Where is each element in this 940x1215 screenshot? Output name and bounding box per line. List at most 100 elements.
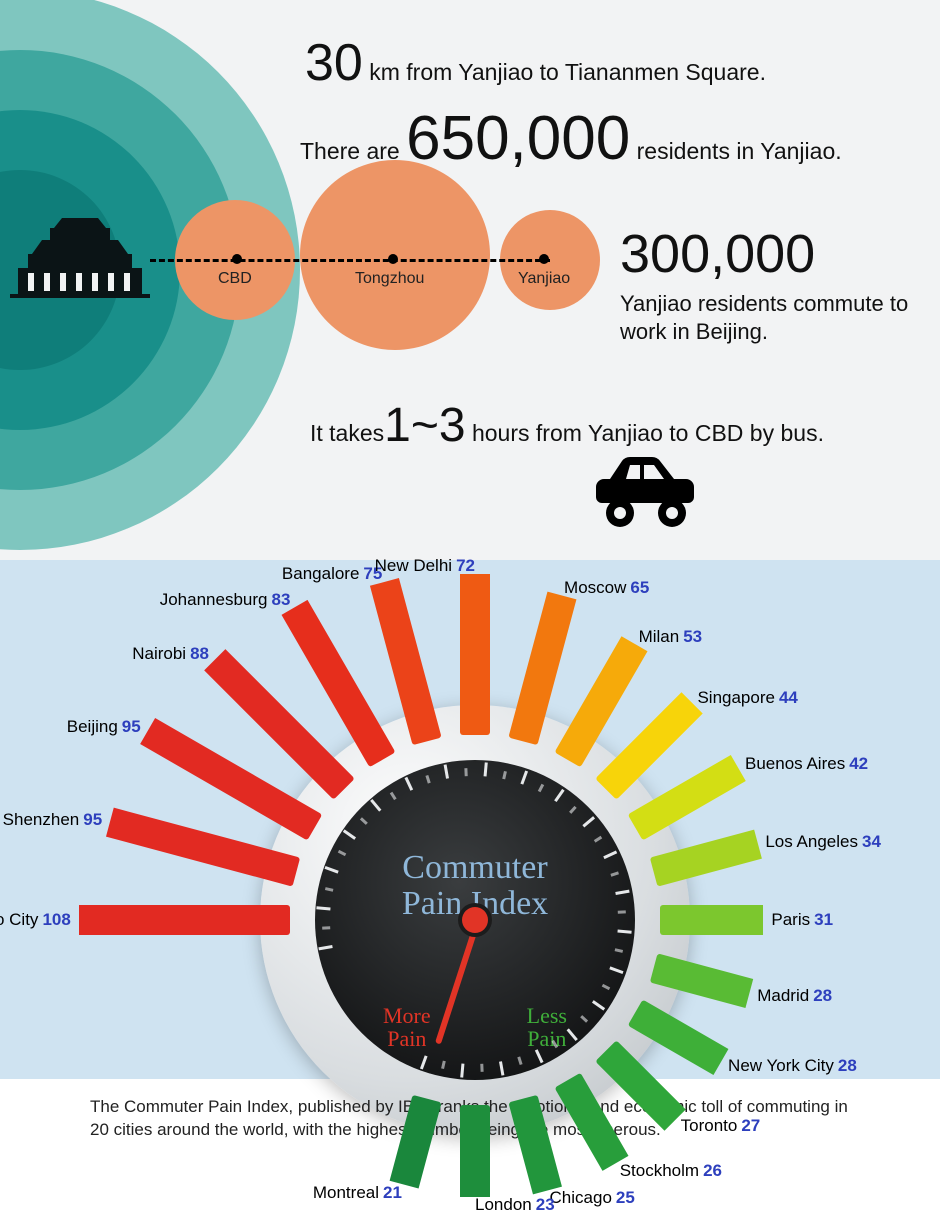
city-score: 53 bbox=[683, 627, 702, 646]
city-name: Moscow bbox=[564, 578, 626, 597]
route-dot-tongzhou bbox=[388, 254, 398, 264]
city-label: Beijing95 bbox=[67, 717, 141, 737]
city-score: 83 bbox=[271, 590, 290, 609]
gauge-tick bbox=[602, 984, 610, 990]
city-label: New York City28 bbox=[728, 1056, 857, 1076]
city-name: Beijing bbox=[67, 717, 118, 736]
city-name: Shenzhen bbox=[3, 810, 80, 829]
city-score: 108 bbox=[42, 910, 70, 929]
stat-travel-pre: It takes bbox=[310, 420, 384, 446]
city-name: New York City bbox=[728, 1056, 834, 1075]
city-name: Paris bbox=[771, 910, 810, 929]
stat-residents-value: 650,000 bbox=[406, 104, 630, 173]
city-name: Buenos Aires bbox=[745, 754, 845, 773]
gauge-tick bbox=[460, 1063, 464, 1077]
gauge-tick bbox=[538, 784, 544, 792]
commuter-pain-gauge: Commuter Pain Index MorePain LessPain Th… bbox=[0, 560, 940, 1164]
city-name: London bbox=[475, 1195, 532, 1214]
gauge-tick bbox=[420, 1055, 428, 1069]
more-pain-label: MorePain bbox=[383, 1004, 431, 1050]
gauge-tick bbox=[480, 1064, 483, 1072]
stat-distance-value: 30 bbox=[305, 34, 363, 92]
city-name: Bangalore bbox=[282, 564, 360, 583]
city-score: 95 bbox=[83, 810, 102, 829]
stat-commuters: 300,000 Yanjiao residents commute to wor… bbox=[620, 225, 940, 345]
city-label: Montreal21 bbox=[313, 1183, 402, 1203]
city-name: Nairobi bbox=[132, 644, 186, 663]
city-name: Singapore bbox=[697, 688, 775, 707]
city-score: 95 bbox=[122, 717, 141, 736]
gauge-tick bbox=[441, 1061, 446, 1069]
city-label: Shenzhen95 bbox=[3, 810, 103, 830]
stat-distance: 30 km from Yanjiao to Tiananmen Square. bbox=[305, 35, 766, 92]
stat-residents: There are 650,000 residents in Yanjiao. bbox=[300, 105, 842, 173]
stat-residents-pre: There are bbox=[300, 138, 406, 164]
city-score: 72 bbox=[456, 556, 475, 575]
city-name: Madrid bbox=[757, 986, 809, 1005]
city-score: 42 bbox=[849, 754, 868, 773]
city-name: New Delhi bbox=[375, 556, 452, 575]
stat-travel-text: hours from Yanjiao to CBD by bus. bbox=[466, 420, 824, 446]
gauge-tick bbox=[567, 1028, 578, 1041]
node-label-cbd: CBD bbox=[218, 270, 252, 288]
city-name: Chicago bbox=[550, 1188, 612, 1207]
node-label-yanjiao: Yanjiao bbox=[518, 270, 570, 288]
city-label: New Delhi72 bbox=[375, 556, 475, 576]
city-score: 88 bbox=[190, 644, 209, 663]
city-label: Paris31 bbox=[771, 910, 833, 930]
gauge-tick bbox=[617, 930, 631, 934]
stat-travel-time: It takes1~3 hours from Yanjiao to CBD by… bbox=[310, 400, 824, 453]
route-line bbox=[150, 259, 550, 262]
city-label: Nairobi88 bbox=[132, 644, 209, 664]
city-name: Mexico City bbox=[0, 910, 38, 929]
stat-distance-text: km from Yanjiao to Tiananmen Square. bbox=[363, 59, 766, 85]
city-label: Toronto27 bbox=[681, 1116, 761, 1136]
gauge-tick bbox=[517, 1056, 522, 1065]
gauge-tick bbox=[609, 966, 623, 974]
gauge-tick bbox=[554, 789, 564, 802]
gauge-tick bbox=[594, 836, 602, 843]
stat-commuters-value: 300,000 bbox=[620, 225, 940, 284]
city-name: Montreal bbox=[313, 1183, 379, 1202]
gauge-tick bbox=[535, 1049, 544, 1063]
city-score: 28 bbox=[838, 1056, 857, 1075]
city-label: Singapore44 bbox=[697, 688, 797, 708]
stat-commuters-text: Yanjiao residents commute to work in Bei… bbox=[620, 290, 940, 345]
route-dot-yanjiao bbox=[539, 254, 549, 264]
city-label: Milan53 bbox=[639, 627, 703, 647]
city-name: Stockholm bbox=[620, 1161, 699, 1180]
city-label: Chicago25 bbox=[550, 1188, 635, 1208]
city-label: London23 bbox=[475, 1195, 555, 1215]
node-label-tongzhou: Tongzhou bbox=[355, 270, 424, 288]
city-label: Mexico City108 bbox=[0, 910, 71, 930]
gauge-tick bbox=[582, 816, 595, 827]
gauge-tick bbox=[615, 948, 623, 953]
city-label: Johannesburg83 bbox=[160, 590, 291, 610]
city-score: 23 bbox=[536, 1195, 555, 1214]
route-dot-cbd bbox=[232, 254, 242, 264]
gauge-tick bbox=[520, 771, 528, 785]
city-score: 21 bbox=[383, 1183, 402, 1202]
city-score: 26 bbox=[703, 1161, 722, 1180]
city-name: Toronto bbox=[681, 1116, 738, 1135]
city-score: 25 bbox=[616, 1188, 635, 1207]
city-score: 27 bbox=[741, 1116, 760, 1135]
tiananmen-icon bbox=[10, 218, 150, 298]
city-label: Buenos Aires42 bbox=[745, 754, 868, 774]
gauge-tick bbox=[618, 910, 626, 913]
stat-travel-value: 1~3 bbox=[384, 399, 465, 452]
stat-residents-text: residents in Yanjiao. bbox=[630, 138, 841, 164]
city-label: Bangalore75 bbox=[282, 564, 382, 584]
less-pain-label: LessPain bbox=[527, 1004, 567, 1050]
gauge-tick bbox=[580, 1015, 588, 1023]
city-label: Los Angeles34 bbox=[765, 832, 881, 852]
car-icon bbox=[590, 455, 700, 533]
city-score: 34 bbox=[862, 832, 881, 851]
city-score: 44 bbox=[779, 688, 798, 707]
city-name: Los Angeles bbox=[765, 832, 858, 851]
city-score: 65 bbox=[630, 578, 649, 597]
gauge-tick bbox=[592, 1000, 605, 1010]
city-score: 28 bbox=[813, 986, 832, 1005]
city-score: 31 bbox=[814, 910, 833, 929]
top-infographic: CBD Tongzhou Yanjiao 30 km from Yanjiao … bbox=[0, 0, 940, 560]
